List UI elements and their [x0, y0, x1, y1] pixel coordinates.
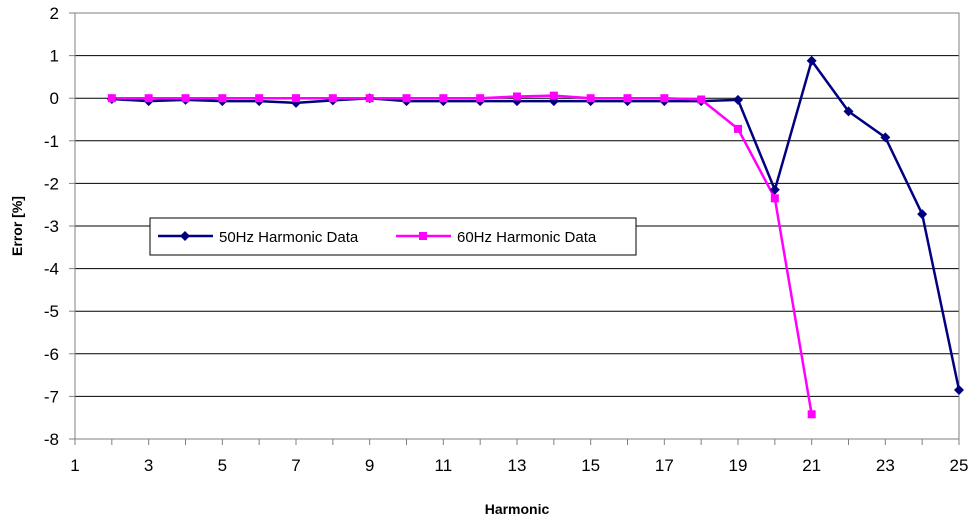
data-point-square: [697, 95, 706, 104]
x-tick-label: 7: [291, 456, 300, 475]
y-tick-label: -1: [44, 132, 59, 151]
y-tick-label: -3: [44, 217, 59, 236]
y-tick-label: -6: [44, 345, 59, 364]
y-tick-label: 1: [50, 47, 59, 66]
data-point-square: [144, 94, 153, 103]
x-tick-label: 25: [950, 456, 969, 475]
data-point-diamond: [806, 55, 817, 66]
data-point-square: [218, 94, 227, 103]
legend-label-60hz: 60Hz Harmonic Data: [457, 229, 597, 246]
y-tick-label: -7: [44, 387, 59, 406]
legend-marker-60hz: [419, 232, 427, 240]
legend-box: [149, 217, 637, 256]
data-point-square: [770, 194, 779, 203]
data-point-diamond: [954, 385, 964, 396]
data-point-square: [807, 410, 816, 419]
x-axis-title: Harmonic: [485, 501, 550, 517]
x-tick-label: 21: [802, 456, 821, 475]
x-axis-tick-labels: 1 3 5 7 9 11 13 15 17 19 21 23 25: [70, 439, 968, 475]
x-tick-label: 11: [435, 456, 453, 475]
data-point-square: [586, 94, 595, 103]
data-point-square: [623, 94, 632, 103]
y-axis-tick-labels: 2 1 0 -1 -2 -3 -4 -5 -6 -7 -8: [44, 4, 75, 449]
data-point-square: [734, 124, 742, 133]
y-tick-label: 2: [50, 4, 59, 23]
x-tick-label: 3: [144, 456, 153, 475]
series-line-1: [111, 94, 813, 415]
y-tick-label: 0: [50, 89, 59, 108]
legend: 50Hz Harmonic Data 60Hz Harmonic Data: [149, 217, 637, 256]
data-point-square: [255, 94, 264, 103]
series-line-0: [111, 59, 961, 391]
x-tick-label: 19: [729, 456, 748, 475]
x-tick-label: 23: [876, 456, 895, 475]
legend-marker-50hz: [180, 231, 190, 241]
data-point-diamond: [843, 106, 854, 117]
legend-label-50hz: 50Hz Harmonic Data: [219, 229, 359, 246]
data-point-square: [365, 94, 374, 103]
data-point-square: [402, 94, 411, 103]
x-tick-label: 5: [218, 456, 227, 475]
y-axis-title: Error [%]: [9, 196, 25, 256]
data-point-square: [107, 94, 116, 103]
x-tick-label: 15: [581, 456, 600, 475]
data-point-diamond: [917, 209, 928, 220]
y-tick-label: -2: [44, 174, 59, 193]
y-tick-label: -4: [44, 260, 59, 279]
data-point-square: [513, 92, 521, 101]
y-tick-label: -8: [44, 430, 59, 449]
data-point-square: [181, 94, 190, 103]
data-point-square: [476, 94, 485, 103]
data-point-diamond: [880, 132, 891, 143]
y-tick-label: -5: [44, 302, 59, 321]
x-tick-label: 9: [365, 456, 374, 475]
x-tick-label: 17: [655, 456, 674, 475]
data-point-square: [660, 94, 669, 103]
x-tick-label: 13: [508, 456, 527, 475]
data-point-diamond: [733, 94, 743, 105]
data-point-square: [292, 94, 300, 103]
x-tick-label: 1: [70, 456, 79, 475]
data-point-square: [328, 94, 337, 103]
data-point-square: [439, 94, 448, 103]
data-point-diamond: [769, 184, 780, 195]
data-point-square: [549, 91, 558, 100]
series-layer: [106, 55, 964, 419]
